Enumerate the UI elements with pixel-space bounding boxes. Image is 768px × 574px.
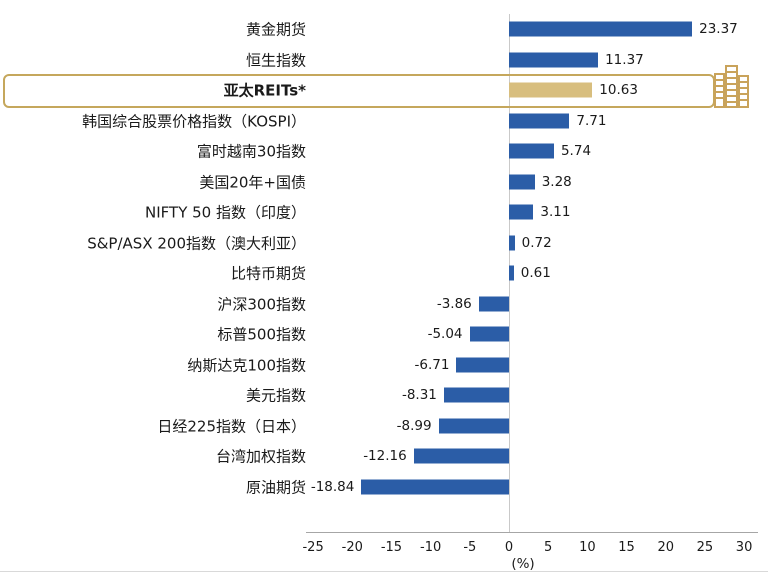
- value-label: 5.74: [560, 143, 592, 160]
- x-tick-label: 20: [657, 540, 674, 555]
- x-tick-label: 30: [735, 540, 753, 555]
- category-label: 沪深300指数: [217, 295, 306, 314]
- chart-row: 美元指数 -8.31: [0, 380, 768, 411]
- category-label: S&P/ASX 200指数（澳大利亚）: [87, 234, 306, 253]
- category-label: NIFTY 50 指数（印度）: [145, 203, 306, 222]
- category-label: 原油期货: [245, 478, 306, 497]
- category-label: 台湾加权指数: [215, 447, 306, 466]
- bar: [438, 418, 509, 434]
- bar: [509, 113, 570, 129]
- value-label: -12.16: [363, 448, 407, 465]
- x-tick-label: -15: [380, 540, 403, 555]
- chart-row: 日经225指数（日本） -8.99: [0, 411, 768, 442]
- chart-row: 纳斯达克100指数 -6.71: [0, 350, 768, 381]
- x-tick-label: 0: [504, 540, 514, 555]
- bar: [509, 265, 514, 281]
- x-tick-label: 5: [544, 540, 553, 555]
- bar: [413, 448, 509, 464]
- chart-row: 韩国综合股票价格指数（KOSPI） 7.71: [0, 106, 768, 137]
- chart-row: NIFTY 50 指数（印度） 3.11: [0, 197, 768, 228]
- chart-row: 亚太REITs* 10.63: [0, 75, 768, 106]
- value-label: 0.61: [520, 265, 551, 282]
- value-label: -8.31: [401, 387, 437, 404]
- category-label: 标普500指数: [217, 325, 306, 344]
- chart-row: 沪深300指数 -3.86: [0, 289, 768, 320]
- chart-row: 恒生指数 11.37: [0, 45, 768, 76]
- bar: [443, 387, 509, 403]
- value-label: -5.04: [427, 326, 463, 343]
- chart-row: 台湾加权指数 -12.16: [0, 441, 768, 472]
- value-label: -18.84: [310, 478, 355, 495]
- x-tick-label: -10: [420, 540, 442, 555]
- bar: [456, 357, 509, 373]
- x-tick-label: -20: [341, 540, 363, 555]
- chart-row: 比特币期货 0.61: [0, 258, 768, 289]
- value-label: 10.63: [599, 82, 638, 99]
- bar: [509, 21, 693, 37]
- value-label: 23.37: [699, 21, 738, 38]
- chart-row: 标普500指数 -5.04: [0, 319, 768, 350]
- value-label: 11.37: [605, 51, 644, 68]
- category-label: 富时越南30指数: [196, 142, 306, 161]
- value-label: -8.99: [396, 417, 432, 434]
- bar: [509, 204, 534, 220]
- value-label: 7.71: [576, 112, 607, 129]
- bar: [478, 296, 509, 312]
- value-label: 3.11: [540, 204, 571, 221]
- category-label: 恒生指数: [245, 51, 306, 70]
- x-tick-label: 15: [618, 540, 635, 555]
- x-axis-line: [306, 532, 758, 533]
- category-label: 比特币期货: [230, 264, 306, 283]
- chart-row: 黄金期货 23.37: [0, 14, 768, 45]
- chart-row: 美国20年+国债 3.28: [0, 167, 768, 198]
- category-label: 亚太REITs*: [223, 81, 306, 100]
- bar: [469, 326, 509, 342]
- category-label: 日经225指数（日本）: [157, 417, 306, 436]
- chart-row: 原油期货 -18.84: [0, 472, 768, 503]
- chart-row: 富时越南30指数 5.74: [0, 136, 768, 167]
- x-tick-label: -25: [302, 540, 324, 555]
- category-label: 黄金期货: [245, 20, 306, 39]
- category-label: 美元指数: [245, 386, 306, 405]
- x-tick-label: 25: [696, 540, 714, 555]
- value-label: 0.72: [521, 234, 552, 251]
- category-label: 纳斯达克100指数: [187, 356, 306, 375]
- x-axis-title: (%): [511, 556, 535, 572]
- category-label: 美国20年+国债: [199, 173, 306, 192]
- bar: [509, 143, 554, 159]
- value-label: -3.86: [436, 295, 472, 312]
- value-label: -6.71: [414, 356, 450, 373]
- category-label: 韩国综合股票价格指数（KOSPI）: [82, 112, 306, 131]
- bar: [509, 82, 593, 98]
- bar: [361, 479, 509, 495]
- bar: [509, 174, 535, 190]
- bar: [509, 235, 515, 251]
- bottom-divider: [0, 571, 768, 572]
- chart-row: S&P/ASX 200指数（澳大利亚） 0.72: [0, 228, 768, 259]
- value-label: 3.28: [541, 173, 572, 190]
- bar: [509, 52, 599, 68]
- building-icon: [714, 65, 749, 108]
- x-tick-label: 10: [579, 540, 596, 555]
- x-tick-label: -5: [463, 540, 477, 555]
